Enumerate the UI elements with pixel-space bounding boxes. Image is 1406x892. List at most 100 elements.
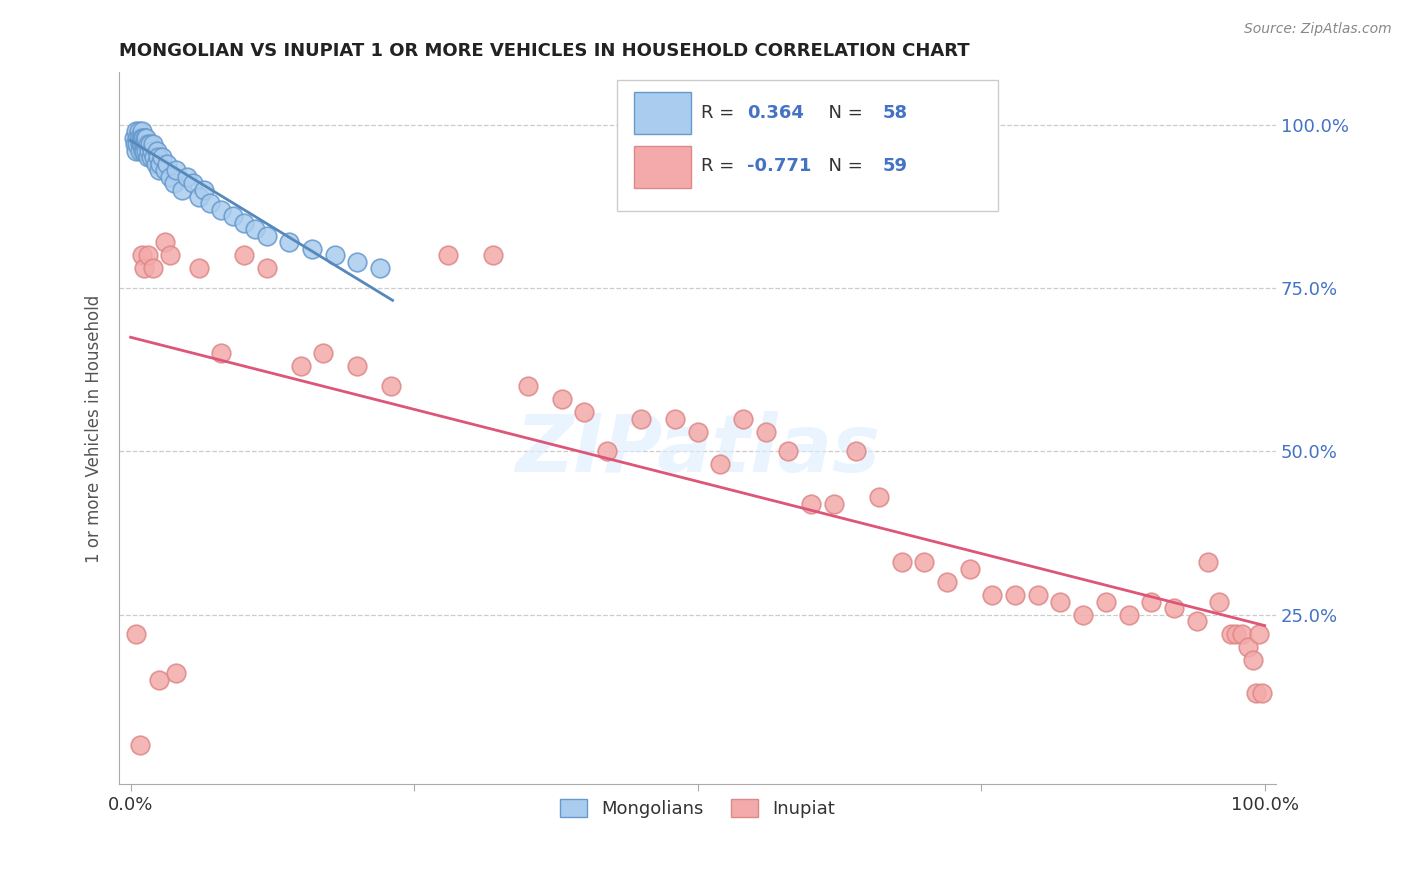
- Point: [1185, 614, 1208, 628]
- Point: [845, 444, 868, 458]
- Point: [312, 346, 335, 360]
- FancyBboxPatch shape: [634, 93, 690, 135]
- Text: Source: ZipAtlas.com: Source: ZipAtlas.com: [1244, 22, 1392, 37]
- Point: [124, 137, 146, 152]
- Point: [134, 137, 156, 152]
- Point: [134, 261, 156, 276]
- Text: N =: N =: [817, 104, 869, 122]
- Point: [153, 235, 176, 250]
- Point: [176, 169, 198, 184]
- Point: [1247, 627, 1270, 641]
- Y-axis label: 1 or more Vehicles in Household: 1 or more Vehicles in Household: [86, 294, 103, 563]
- Point: [516, 379, 538, 393]
- Point: [209, 202, 232, 217]
- Point: [868, 490, 890, 504]
- Point: [596, 444, 619, 458]
- Point: [136, 248, 159, 262]
- Point: [1241, 653, 1264, 667]
- Point: [159, 169, 181, 184]
- Point: [125, 144, 148, 158]
- Point: [125, 124, 148, 138]
- Point: [128, 124, 150, 138]
- Point: [135, 130, 157, 145]
- Point: [131, 124, 153, 138]
- Point: [122, 130, 145, 145]
- Point: [145, 144, 167, 158]
- Point: [145, 157, 167, 171]
- Text: R =: R =: [702, 157, 740, 176]
- Point: [245, 222, 267, 236]
- Point: [1118, 607, 1140, 622]
- Point: [142, 137, 165, 152]
- Point: [574, 405, 596, 419]
- Point: [1197, 555, 1219, 569]
- Point: [1095, 594, 1118, 608]
- Point: [131, 248, 153, 262]
- Point: [890, 555, 912, 569]
- Point: [129, 137, 152, 152]
- Point: [233, 248, 256, 262]
- Point: [630, 411, 652, 425]
- Point: [1236, 640, 1258, 655]
- Point: [437, 248, 460, 262]
- Text: ZIPatlas: ZIPatlas: [515, 411, 880, 489]
- FancyBboxPatch shape: [634, 145, 690, 188]
- Point: [1004, 588, 1026, 602]
- Point: [138, 144, 160, 158]
- Point: [981, 588, 1004, 602]
- Point: [136, 150, 159, 164]
- Point: [346, 255, 368, 269]
- Point: [132, 144, 155, 158]
- Point: [1026, 588, 1049, 602]
- Text: R =: R =: [702, 104, 740, 122]
- Point: [800, 497, 823, 511]
- Point: [482, 248, 505, 262]
- Point: [141, 144, 163, 158]
- Point: [193, 183, 215, 197]
- Point: [290, 359, 312, 374]
- Point: [346, 359, 368, 374]
- Point: [128, 137, 150, 152]
- Point: [256, 261, 278, 276]
- Legend: Mongolians, Inupiat: Mongolians, Inupiat: [553, 791, 842, 825]
- Point: [1049, 594, 1071, 608]
- Point: [127, 137, 149, 152]
- Point: [1251, 686, 1274, 700]
- Point: [278, 235, 301, 250]
- Point: [131, 137, 153, 152]
- Point: [150, 150, 173, 164]
- Point: [709, 458, 731, 472]
- Point: [146, 150, 169, 164]
- Point: [128, 738, 150, 752]
- Point: [163, 177, 186, 191]
- Point: [664, 411, 686, 425]
- Point: [256, 228, 278, 243]
- Point: [132, 130, 155, 145]
- FancyBboxPatch shape: [617, 79, 998, 211]
- Text: MONGOLIAN VS INUPIAT 1 OR MORE VEHICLES IN HOUSEHOLD CORRELATION CHART: MONGOLIAN VS INUPIAT 1 OR MORE VEHICLES …: [120, 42, 970, 60]
- Point: [778, 444, 800, 458]
- Point: [323, 248, 346, 262]
- Point: [731, 411, 754, 425]
- Point: [1163, 601, 1185, 615]
- Point: [550, 392, 572, 406]
- Point: [1208, 594, 1230, 608]
- Point: [134, 144, 156, 158]
- Point: [187, 189, 209, 203]
- Point: [959, 562, 981, 576]
- Point: [1140, 594, 1163, 608]
- Text: 0.364: 0.364: [748, 104, 804, 122]
- Point: [170, 183, 193, 197]
- Point: [125, 627, 148, 641]
- Point: [1225, 627, 1247, 641]
- Point: [148, 673, 170, 687]
- Point: [148, 163, 170, 178]
- Point: [301, 242, 323, 256]
- Text: 59: 59: [883, 157, 908, 176]
- Point: [136, 137, 159, 152]
- Point: [142, 261, 165, 276]
- Point: [187, 261, 209, 276]
- Point: [755, 425, 778, 439]
- Point: [156, 157, 179, 171]
- Point: [1071, 607, 1094, 622]
